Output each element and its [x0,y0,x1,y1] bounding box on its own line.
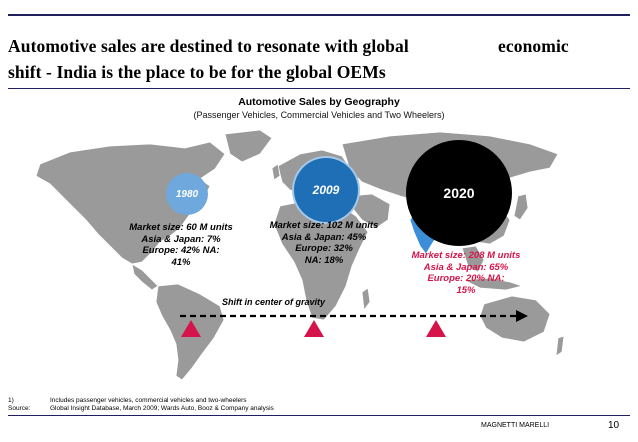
market-1980-size: Market size: 60 M units [129,222,233,233]
year-1980-circle: 1980 [166,173,208,215]
footnote-text: Includes passenger vehicles, commercial … [50,397,247,404]
marker-1980-triangle [181,320,201,337]
market-1980-europe: Europe: 42% NA: [142,245,220,256]
africa-shape [273,199,369,321]
title-rule [8,88,630,89]
brand-name: MAGNETTI MARELLI [481,422,550,429]
chart-title: Automotive Sales by Geography [238,96,400,108]
top-rule [8,14,630,16]
shift-label: Shift in center of gravity [222,297,326,307]
footnote-number: 1) [8,397,14,404]
market-2020-na: 15% [456,284,476,296]
market-2020-europe: Europe: 20% NA: [427,273,505,284]
middle-east-shape [349,193,391,229]
source-text: Global Insight Database, March 2009; War… [50,405,274,412]
greenland-shape [224,129,273,163]
north-america-shape [35,141,226,265]
market-1980-na: 41% [171,256,191,268]
page-title-line-2: shift - India is the place to be for the… [8,62,386,82]
marker-2020-triangle [426,320,446,337]
chart-subtitle: (Passenger Vehicles, Commercial Vehicles… [193,110,445,120]
footer-rule [8,415,630,416]
southeast-asia-shape [461,245,485,273]
market-2009-text: Market size: 102 M units Asia & Japan: 4… [262,220,386,266]
new-zealand-shape [555,335,565,357]
source-label: Source: [8,405,31,412]
market-2020-text: Market size: 208 M units Asia & Japan: 6… [404,250,528,296]
year-2020-circle: 2020 [406,140,512,246]
year-2009-circle: 2009 [294,158,358,222]
madagascar-shape [361,287,371,312]
market-2009-europe: Europe: 32% [295,243,353,254]
central-america-shape [131,263,159,291]
market-2009-size: Market size: 102 M units [269,220,379,231]
market-2020-size: Market size: 208 M units [411,250,521,261]
japan-shape [513,193,529,221]
page-title-line-1-end: economic [498,36,569,56]
market-2009-na: NA: 18% [304,254,344,266]
page-title-line-1: Automotive sales are destined to resonat… [8,36,409,56]
uk-shape [271,163,281,181]
market-2009-asia: Asia & Japan: 45% [281,231,367,243]
market-1980-asia: Asia & Japan: 7% [141,233,221,245]
indonesia-shape [462,277,524,291]
market-1980-text: Market size: 60 M units Asia & Japan: 7%… [126,222,236,268]
marker-2009-triangle [304,320,324,337]
australia-shape [479,295,551,343]
market-2020-asia: Asia & Japan: 65% [423,261,509,273]
page-number: 10 [608,420,620,431]
shift-arrow-head [516,310,528,322]
